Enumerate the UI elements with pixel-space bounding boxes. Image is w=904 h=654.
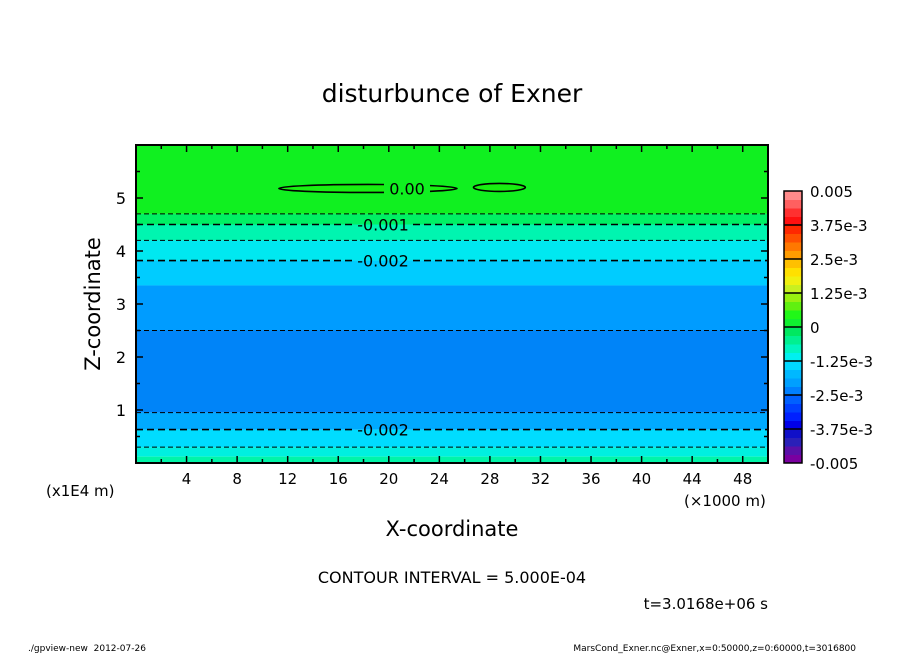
y-tick-label: 3 (116, 295, 126, 314)
colorbar-tick-label: 1.25e-3 (810, 285, 868, 303)
color-band (136, 447, 768, 457)
color-band (136, 456, 768, 463)
colorbar-swatch (784, 344, 802, 353)
time-label: t=3.0168e+06 s (644, 595, 769, 613)
colorbar-swatch (784, 378, 802, 387)
footer-left: ./gpview-new 2012-07-26 (28, 644, 146, 654)
colorbar-swatch (784, 259, 802, 268)
colorbar-swatch (784, 352, 802, 362)
x-axis-label: X-coordinate (386, 517, 519, 541)
colorbar-swatch (784, 327, 802, 336)
x-tick-label: 12 (278, 470, 297, 488)
zero-contour (278, 183, 458, 194)
colorbar-swatch (784, 361, 802, 370)
y-tick-label: 4 (116, 242, 126, 261)
color-band (136, 224, 768, 241)
colorbar-swatch (784, 267, 802, 277)
colorbar-swatch (784, 301, 802, 311)
colorbar-swatch (784, 191, 802, 200)
color-band (136, 145, 768, 214)
color-band (136, 412, 768, 430)
colorbar-frame (783, 190, 803, 464)
colorbar-swatch (784, 454, 802, 464)
color-band (136, 213, 768, 225)
colorbar-tick-label: 0 (810, 319, 820, 337)
color-band (136, 240, 768, 261)
colorbar-swatch (784, 225, 802, 234)
colorbar-swatch (784, 437, 802, 447)
color-band (136, 429, 768, 448)
chart-title: disturbunce of Exner (322, 79, 583, 108)
colorbar-swatch (784, 250, 802, 260)
contour-label-bg (384, 179, 430, 196)
contour-label: -0.001 (357, 216, 409, 235)
x-tick-label: 40 (632, 470, 651, 488)
colorbar-swatch (784, 318, 802, 328)
colorbar-swatch (784, 412, 802, 421)
colorbar-swatch (784, 242, 802, 251)
colorbar-swatch (784, 208, 802, 217)
contour-label: -0.002 (357, 252, 409, 271)
x-tick-label: 48 (733, 470, 752, 488)
colorbar-tick-label: 2.5e-3 (810, 251, 858, 269)
contour-label: -0.002 (357, 421, 409, 440)
x-tick-label: 36 (581, 470, 600, 488)
colorbar-labels: 0.005 3.75e-3 2.5e-3 1.25e-3 0 -1.25e-3 … (810, 183, 873, 473)
colorbar-swatch (784, 369, 802, 379)
x-tick-label: 32 (531, 470, 550, 488)
colorbar-tick-label: 3.75e-3 (810, 217, 868, 235)
colorbar-swatch (784, 199, 802, 209)
colorbar-swatch (784, 233, 802, 243)
colorbar-swatch (784, 216, 802, 226)
colorbar-swatch (784, 446, 802, 455)
x-unit-label: (×1000 m) (684, 492, 766, 510)
colorbar-swatch (784, 335, 802, 345)
y-unit-label: (x1E4 m) (46, 482, 115, 500)
y-tick-label: 2 (116, 348, 126, 367)
colorbar-swatch (784, 386, 802, 396)
color-band (136, 330, 768, 413)
colorbar-swatch (784, 310, 802, 319)
colorbar-swatch (784, 276, 802, 285)
x-tick-label: 28 (480, 470, 499, 488)
colorbar-tick-label: 0.005 (810, 183, 853, 201)
x-tick-label: 20 (379, 470, 398, 488)
x-tick-label: 4 (182, 470, 192, 488)
colorbar-tick-label: -0.005 (810, 455, 858, 473)
colorbar-tick-label: -3.75e-3 (810, 421, 873, 439)
contour-label: 0.00 (389, 179, 425, 198)
footer-right: MarsCond_Exner.nc@Exner,x=0:50000,z=0:60… (573, 644, 856, 654)
x-tick-label: 8 (232, 470, 242, 488)
colorbar-swatch (784, 420, 802, 430)
y-axis-label: Z-coordinate (81, 237, 105, 371)
x-tick-label: 44 (683, 470, 702, 488)
colorbar-tick-label: -2.5e-3 (810, 387, 863, 405)
x-tick-label: 24 (430, 470, 449, 488)
colorbar-tick-label: -1.25e-3 (810, 353, 873, 371)
y-tick-label: 5 (116, 189, 126, 208)
colorbar-swatch (784, 293, 802, 302)
colorbar-swatch (784, 284, 802, 294)
color-band (136, 260, 768, 286)
contour-interval: CONTOUR INTERVAL = 5.000E-04 (318, 568, 586, 587)
colorbar-swatch (784, 429, 802, 438)
colorbar-swatch (784, 403, 802, 413)
zero-contour (472, 182, 527, 193)
x-tick-label: 16 (329, 470, 348, 488)
colorbar-swatch (784, 395, 802, 404)
y-tick-label: 1 (116, 401, 126, 420)
color-band (136, 285, 768, 331)
